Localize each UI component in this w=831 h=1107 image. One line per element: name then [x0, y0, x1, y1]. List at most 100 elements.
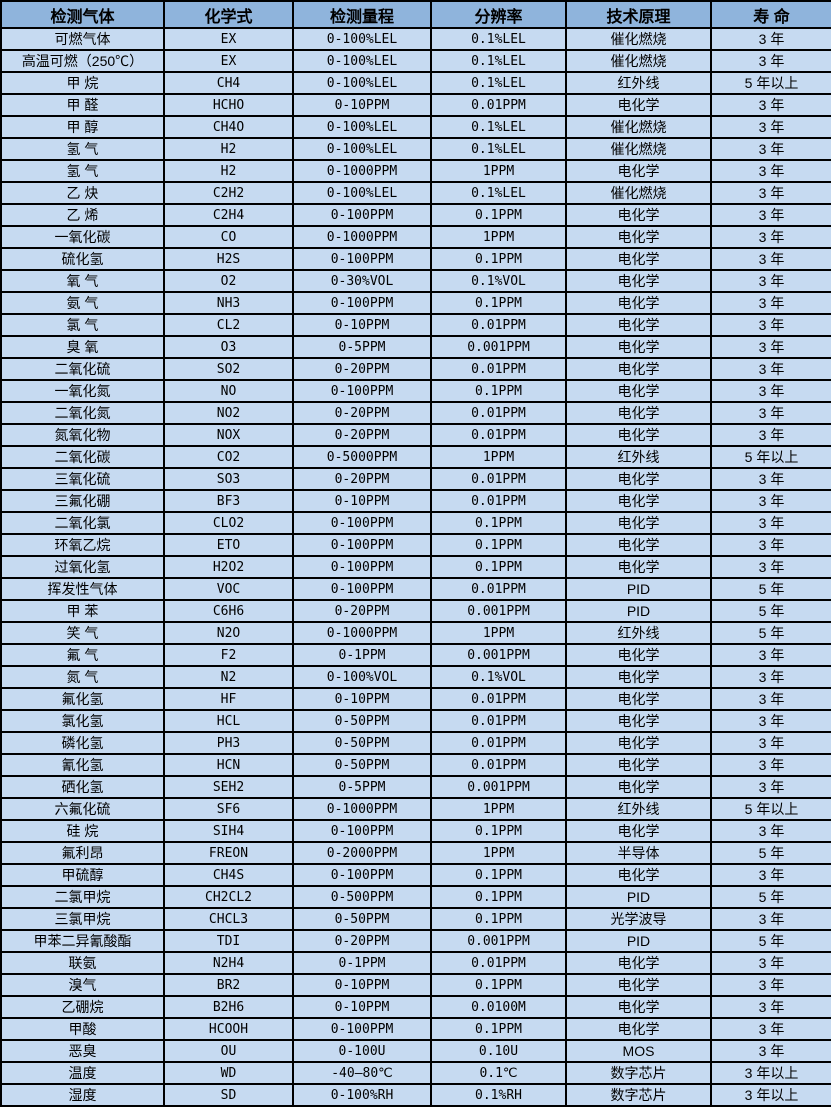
- cell-resolution: 1PPM: [430, 621, 567, 645]
- cell-gas-name: 高温可燃（250℃）: [0, 49, 165, 73]
- cell-resolution: 0.001PPM: [430, 775, 567, 799]
- cell-lifespan: 3 年以上: [710, 1061, 831, 1085]
- cell-resolution: 0.1PPM: [430, 247, 567, 271]
- cell-lifespan: 3 年: [710, 49, 831, 73]
- table-row: 高温可燃（250℃） EX 0-100%LEL 0.1%LEL 催化燃烧 3 年: [0, 49, 831, 73]
- cell-resolution: 0.1PPM: [430, 511, 567, 535]
- cell-lifespan: 3 年: [710, 973, 831, 997]
- cell-range: 0-100PPM: [292, 819, 432, 843]
- cell-technology: 催化燃烧: [565, 27, 712, 51]
- cell-gas-name: 恶臭: [0, 1039, 165, 1063]
- cell-gas-name: 氮氧化物: [0, 423, 165, 447]
- cell-technology: 电化学: [565, 995, 712, 1019]
- cell-technology: 催化燃烧: [565, 115, 712, 139]
- cell-formula: H2O2: [163, 555, 294, 579]
- cell-range: 0-5PPM: [292, 335, 432, 359]
- cell-technology: 电化学: [565, 819, 712, 843]
- cell-lifespan: 3 年: [710, 709, 831, 733]
- cell-lifespan: 3 年: [710, 423, 831, 447]
- table-row: 二氧化碳 CO2 0-5000PPM 1PPM 红外线 5 年以上: [0, 445, 831, 469]
- cell-technology: PID: [565, 599, 712, 623]
- cell-resolution: 0.1PPM: [430, 1017, 567, 1041]
- cell-lifespan: 3 年: [710, 951, 831, 975]
- table-row: 臭 氧 O3 0-5PPM 0.001PPM 电化学 3 年: [0, 335, 831, 359]
- cell-resolution: 0.001PPM: [430, 335, 567, 359]
- cell-resolution: 1PPM: [430, 841, 567, 865]
- cell-gas-name: 笑 气: [0, 621, 165, 645]
- cell-lifespan: 3 年: [710, 291, 831, 315]
- cell-range: 0-100PPM: [292, 577, 432, 601]
- cell-formula: H2: [163, 137, 294, 161]
- cell-gas-name: 甲 苯: [0, 599, 165, 623]
- cell-technology: 红外线: [565, 621, 712, 645]
- cell-gas-name: 氢 气: [0, 137, 165, 161]
- cell-technology: 电化学: [565, 731, 712, 755]
- cell-gas-name: 可燃气体: [0, 27, 165, 51]
- cell-gas-name: 溴气: [0, 973, 165, 997]
- cell-resolution: 0.001PPM: [430, 599, 567, 623]
- cell-range: 0-50PPM: [292, 709, 432, 733]
- cell-formula: CO2: [163, 445, 294, 469]
- cell-formula: CL2: [163, 313, 294, 337]
- cell-gas-name: 三氟化硼: [0, 489, 165, 513]
- cell-formula: NOX: [163, 423, 294, 447]
- cell-gas-name: 甲 醇: [0, 115, 165, 139]
- cell-formula: EX: [163, 27, 294, 51]
- cell-lifespan: 3 年: [710, 225, 831, 249]
- table-row: 氧 气 O2 0-30%VOL 0.1%VOL 电化学 3 年: [0, 269, 831, 293]
- cell-gas-name: 二氯甲烷: [0, 885, 165, 909]
- cell-lifespan: 5 年以上: [710, 797, 831, 821]
- cell-lifespan: 3 年: [710, 753, 831, 777]
- cell-formula: C2H2: [163, 181, 294, 205]
- cell-resolution: 0.01PPM: [430, 423, 567, 447]
- column-header-technology: 技术原理: [565, 0, 712, 29]
- cell-technology: 催化燃烧: [565, 137, 712, 161]
- table-row: 氨 气 NH3 0-100PPM 0.1PPM 电化学 3 年: [0, 291, 831, 315]
- cell-resolution: 0.1%LEL: [430, 71, 567, 95]
- cell-range: 0-100PPM: [292, 379, 432, 403]
- cell-lifespan: 3 年: [710, 93, 831, 117]
- table-row: 一氧化氮 NO 0-100PPM 0.1PPM 电化学 3 年: [0, 379, 831, 403]
- cell-formula: HCL: [163, 709, 294, 733]
- cell-range: 0-20PPM: [292, 467, 432, 491]
- cell-lifespan: 3 年: [710, 775, 831, 799]
- cell-technology: 电化学: [565, 665, 712, 689]
- cell-range: 0-10PPM: [292, 93, 432, 117]
- cell-formula: SEH2: [163, 775, 294, 799]
- cell-technology: 光学波导: [565, 907, 712, 931]
- cell-formula: H2S: [163, 247, 294, 271]
- cell-resolution: 0.01PPM: [430, 709, 567, 733]
- cell-resolution: 0.01PPM: [430, 687, 567, 711]
- cell-formula: O3: [163, 335, 294, 359]
- cell-range: 0-50PPM: [292, 753, 432, 777]
- cell-lifespan: 3 年: [710, 467, 831, 491]
- cell-lifespan: 3 年: [710, 643, 831, 667]
- cell-formula: N2H4: [163, 951, 294, 975]
- cell-range: 0-20PPM: [292, 599, 432, 623]
- cell-resolution: 0.1PPM: [430, 885, 567, 909]
- cell-lifespan: 3 年: [710, 335, 831, 359]
- cell-gas-name: 氟利昂: [0, 841, 165, 865]
- cell-gas-name: 三氯甲烷: [0, 907, 165, 931]
- table-row: 甲硫醇 CH4S 0-100PPM 0.1PPM 电化学 3 年: [0, 863, 831, 887]
- cell-resolution: 0.1PPM: [430, 379, 567, 403]
- cell-lifespan: 3 年: [710, 665, 831, 689]
- cell-range: 0-20PPM: [292, 423, 432, 447]
- cell-lifespan: 3 年: [710, 555, 831, 579]
- cell-formula: WD: [163, 1061, 294, 1085]
- cell-range: 0-100%LEL: [292, 49, 432, 73]
- cell-range: 0-10PPM: [292, 489, 432, 513]
- cell-formula: C6H6: [163, 599, 294, 623]
- cell-gas-name: 氯化氢: [0, 709, 165, 733]
- cell-range: 0-100PPM: [292, 1017, 432, 1041]
- table-row: 二氯甲烷 CH2CL2 0-500PPM 0.1PPM PID 5 年: [0, 885, 831, 909]
- cell-range: 0-10PPM: [292, 973, 432, 997]
- cell-lifespan: 3 年: [710, 731, 831, 755]
- cell-gas-name: 硒化氢: [0, 775, 165, 799]
- cell-formula: C2H4: [163, 203, 294, 227]
- cell-technology: 半导体: [565, 841, 712, 865]
- cell-resolution: 0.01PPM: [430, 731, 567, 755]
- cell-resolution: 0.001PPM: [430, 643, 567, 667]
- cell-technology: 电化学: [565, 159, 712, 183]
- table-row: 二氧化氮 NO2 0-20PPM 0.01PPM 电化学 3 年: [0, 401, 831, 425]
